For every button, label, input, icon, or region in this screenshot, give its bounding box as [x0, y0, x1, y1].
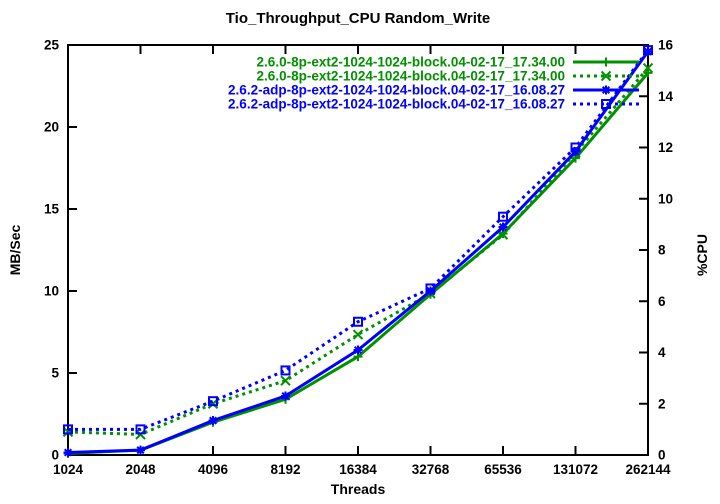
data-point-marker	[280, 365, 291, 376]
y-tick-label-left: 25	[44, 38, 60, 53]
y-axis-left-ticks: 0 5 10 15 20 25	[44, 38, 77, 463]
data-point-marker	[208, 396, 218, 407]
data-point-marker	[425, 283, 436, 294]
data-point-marker	[208, 416, 218, 425]
x-tick-label: 65536	[484, 462, 522, 477]
x-tick-label: 32768	[412, 462, 450, 477]
y-tick-label-right: 2	[658, 396, 666, 411]
x-axis-label: Threads	[330, 481, 386, 497]
y-tick-label-right: 8	[658, 243, 666, 258]
y-axis-label-right: %CPU	[694, 234, 710, 277]
data-point-marker	[63, 424, 73, 435]
legend-label: 2.6.0-8p-ext2-1024-1024-block.04-02-17_1…	[257, 69, 565, 84]
legend-entry: 2.6.0-8p-ext2-1024-1024-block.04-02-17_1…	[257, 69, 639, 84]
legend-entry: 2.6.2-adp-8p-ext2-1024-1024-block.04-02-…	[228, 97, 639, 112]
y-tick-label-right: 14	[658, 89, 674, 104]
x-tick-label: 131072	[553, 462, 598, 477]
y-tick-label-right: 0	[658, 448, 666, 463]
data-point-marker	[135, 424, 146, 435]
x-tick-label: 262144	[625, 462, 671, 477]
y-tick-label-right: 4	[658, 345, 666, 360]
data-point-marker	[498, 211, 508, 222]
y-tick-label-right: 16	[658, 38, 674, 53]
y-tick-label-left: 15	[44, 202, 60, 217]
series-2	[62, 62, 654, 440]
x-tick-label: 4096	[198, 462, 229, 477]
x-tick-label: 8192	[270, 462, 300, 477]
legend: 2.6.0-8p-ext2-1024-1024-block.04-02-17_1…	[228, 55, 639, 112]
legend-label: 2.6.0-8p-ext2-1024-1024-block.04-02-17_1…	[257, 55, 565, 70]
series-line	[67, 67, 650, 437]
chart-title: Tio_Throughput_CPU Random_Write	[225, 10, 491, 27]
legend-marker-sample	[601, 99, 611, 109]
legend-marker-sample	[600, 70, 612, 82]
x-axis-ticks: 1024 2048 4096 8192 16384 32768 65536 131072 262…	[53, 45, 671, 477]
series-line	[67, 50, 650, 455]
legend-marker-sample	[601, 85, 611, 95]
y-tick-label-left: 20	[44, 120, 59, 135]
series-line	[67, 71, 650, 455]
y-tick-label-right: 6	[658, 294, 666, 309]
y-tick-label-right: 12	[658, 140, 673, 155]
data-point-marker	[498, 223, 508, 232]
y-tick-label-left: 5	[51, 366, 59, 381]
legend-entry: 2.6.0-8p-ext2-1024-1024-block.04-02-17_1…	[257, 55, 639, 70]
data-point-marker	[63, 448, 73, 457]
y-tick-label-right: 10	[658, 191, 673, 206]
legend-label: 2.6.2-adp-8p-ext2-1024-1024-block.04-02-…	[228, 83, 565, 98]
legend-label: 2.6.2-adp-8p-ext2-1024-1024-block.04-02-…	[228, 97, 565, 112]
series-4	[63, 45, 653, 435]
data-point-marker	[352, 329, 364, 340]
legend-entry: 2.6.2-adp-8p-ext2-1024-1024-block.04-02-…	[228, 83, 639, 98]
series-1	[63, 68, 653, 458]
data-point-marker	[136, 446, 145, 455]
x-tick-label: 2048	[125, 462, 156, 477]
data-point-marker	[642, 62, 654, 74]
y-axis-right-ticks: 0 2 4 6 8 10 12 14 16	[639, 38, 674, 463]
y-tick-label-left: 0	[51, 448, 59, 463]
data-point-marker	[281, 391, 290, 400]
x-tick-label: 16384	[339, 462, 377, 477]
data-point-marker	[643, 45, 653, 56]
x-tick-label: 1024	[53, 462, 84, 477]
data-point-marker	[353, 346, 363, 355]
legend-marker-sample	[601, 57, 611, 67]
y-tick-label-left: 10	[44, 284, 59, 299]
data-point-marker	[353, 316, 363, 327]
y-axis-label-left: MB/Sec	[7, 224, 23, 276]
data-point-marker	[280, 375, 291, 386]
data-point-marker	[570, 142, 581, 153]
series-line	[68, 49, 650, 431]
